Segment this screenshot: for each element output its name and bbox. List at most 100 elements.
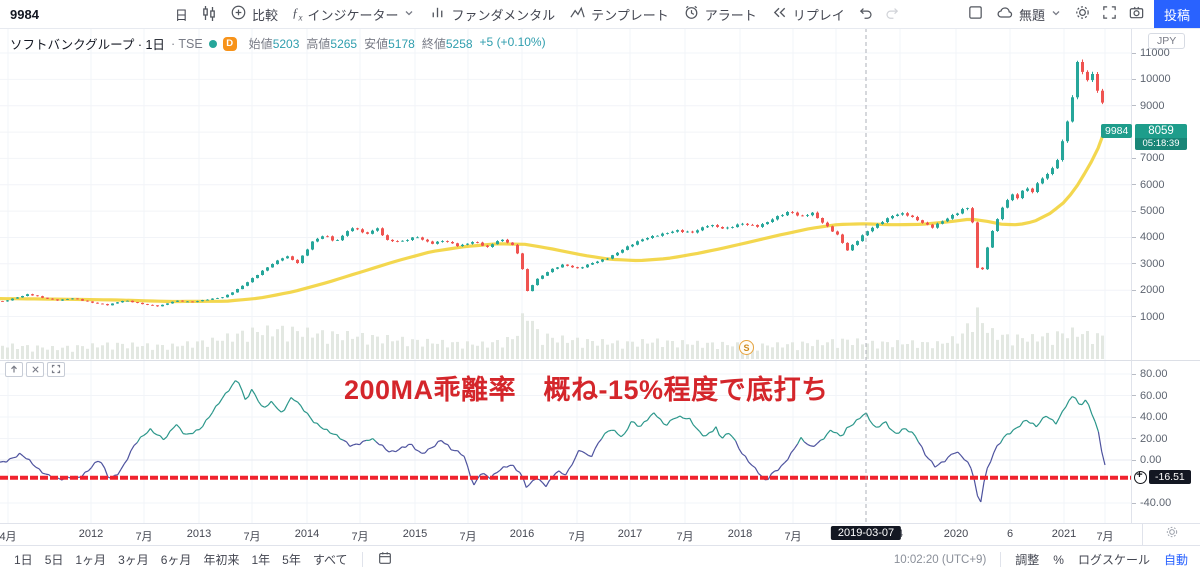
fullscreen-icon	[1101, 4, 1118, 24]
cloud-save-button[interactable]: 無題	[989, 1, 1069, 27]
currency-badge[interactable]: JPY	[1148, 33, 1186, 49]
time-tick-label: 7月	[459, 531, 477, 543]
last-price-value: 8059	[1148, 125, 1174, 137]
axis-tick-label: 3000	[1132, 258, 1164, 270]
adjust-toggle[interactable]: 調整	[1015, 553, 1040, 567]
pane-divider[interactable]	[0, 360, 1200, 361]
axis-tick-label: 7000	[1132, 152, 1164, 164]
time-axis-settings[interactable]	[1142, 524, 1200, 545]
range-buttons: 1日 5日 1ヶ月 3ヶ月 6ヶ月 年初来 1年 5年 すべて	[0, 549, 354, 571]
compare-button[interactable]: 比較	[223, 1, 285, 27]
interval-label: 日	[174, 7, 188, 23]
open-label: 始値	[248, 37, 273, 51]
close-value: 5258	[445, 37, 473, 51]
log-scale-toggle[interactable]: ログスケール	[1077, 553, 1150, 567]
fundamentals-button[interactable]: ファンダメンタル	[422, 1, 562, 27]
range-button[interactable]: 5年	[282, 553, 301, 567]
legend-exchange: · TSE	[170, 36, 203, 51]
time-tick-label: 2016	[509, 528, 535, 540]
range-button[interactable]: 1日	[14, 553, 33, 567]
series-symbol-badge: 9984	[1101, 124, 1133, 138]
range-button[interactable]: 3ヶ月	[118, 553, 149, 567]
alerts-button[interactable]: アラート	[676, 1, 764, 27]
chart-canvas[interactable]	[0, 28, 1131, 523]
close-label: 終値	[421, 37, 446, 51]
time-tick-label: 6	[1006, 528, 1014, 540]
screenshot-button[interactable]	[1123, 1, 1150, 27]
axis-tick-label: 11000	[1132, 47, 1170, 59]
range-button[interactable]: 6ヶ月	[160, 553, 192, 567]
indicators-label: インジケーター	[307, 7, 399, 23]
alerts-label: アラート	[704, 7, 757, 23]
indicators-button[interactable]: ƒx インジケーター	[285, 1, 423, 27]
split-marker[interactable]: S	[739, 340, 754, 355]
publish-button[interactable]: 投稿	[1154, 0, 1200, 28]
axis-tick-label: 40.00	[1132, 411, 1168, 423]
time-tick-label: 7月	[1096, 531, 1114, 543]
high-label: 高値	[306, 37, 331, 51]
time-tick-label: 7月	[135, 531, 153, 543]
change-value: +5 (+0.10%)	[479, 35, 546, 49]
range-button[interactable]: 5日	[44, 553, 64, 567]
undo-button[interactable]	[852, 1, 879, 27]
time-tick-label: 2020	[943, 528, 969, 540]
time-axis[interactable]: 4月 2012 7月 2013 7月 2014 7月 2015 7月 2016 7月 2017 7月 20…	[0, 523, 1200, 545]
percent-toggle[interactable]: %	[1053, 552, 1064, 567]
hline-drag-handle[interactable]	[1134, 469, 1147, 484]
candles	[1, 59, 1104, 307]
interval-button[interactable]: 日	[168, 1, 195, 27]
plus-circle-icon	[230, 4, 247, 24]
replay-label: リプレイ	[792, 7, 845, 23]
layout-select-button[interactable]	[962, 1, 989, 27]
volume-bars	[1, 307, 1104, 359]
undo-icon	[857, 4, 874, 24]
pane-close-button[interactable]	[26, 362, 44, 377]
go-to-date-button[interactable]	[371, 549, 399, 571]
templates-label: テンプレート	[591, 7, 669, 23]
time-tick-label: 7月	[676, 531, 694, 543]
price-axis[interactable]: JPY 8059 05:18:39 -16.51 11000 10000 9000 7…	[1131, 28, 1200, 523]
pane-maximize-button[interactable]	[47, 362, 65, 377]
time-tick-label: 2017	[617, 528, 643, 540]
time-tick-label: 7月	[568, 531, 586, 543]
chart-style-button[interactable]	[195, 1, 223, 27]
low-label: 安値	[364, 37, 389, 51]
settings-button[interactable]	[1069, 1, 1096, 27]
time-tick-label: 2013	[186, 528, 212, 540]
chart-legend[interactable]: ソフトバンクグループ · 1日 · TSE D 始値5203 高値5265 安値…	[10, 34, 546, 53]
replay-button[interactable]: リプレイ	[764, 1, 852, 27]
pane-move-up-button[interactable]	[5, 362, 23, 377]
replay-icon	[771, 4, 788, 24]
axis-tick-label: 1000	[1132, 311, 1164, 323]
time-tick-label: 7月	[351, 531, 369, 543]
top-toolbar: 9984 日 比較 ƒx インジケーター ファンダメンタル	[0, 0, 1200, 29]
range-button[interactable]: すべて	[312, 553, 348, 567]
time-tick-label: 2018	[727, 528, 753, 540]
chevron-down-icon	[403, 7, 415, 22]
hline-value-badge: -16.51	[1149, 470, 1191, 484]
layout-name-label: 無題	[1018, 7, 1045, 23]
gear-icon	[1165, 525, 1179, 544]
chevron-down-icon	[1050, 7, 1062, 22]
market-status-icon	[208, 39, 217, 48]
fullscreen-button[interactable]	[1096, 1, 1123, 27]
gear-icon	[1074, 4, 1091, 24]
axis-tick-label: 0.00	[1132, 454, 1161, 466]
clock-utc[interactable]: 10:02:20 (UTC+9)	[893, 553, 987, 566]
cloud-icon	[996, 4, 1014, 25]
legend-title: ソフトバンクグループ · 1日	[10, 38, 165, 52]
symbol-button[interactable]: 9984	[10, 6, 39, 22]
redo-button[interactable]	[879, 1, 906, 27]
mountain-chart-icon	[569, 4, 586, 24]
auto-scale-toggle[interactable]: 自動	[1163, 553, 1188, 567]
axis-tick-label: 4000	[1132, 231, 1164, 243]
range-button[interactable]: 年初来	[203, 553, 240, 567]
range-button[interactable]: 1ヶ月	[75, 553, 107, 567]
templates-button[interactable]: テンプレート	[562, 1, 676, 27]
axis-tick-label: 60.00	[1132, 390, 1168, 402]
delayed-data-badge: D	[222, 36, 237, 51]
axis-tick-label: 2000	[1132, 284, 1164, 296]
range-button[interactable]: 1年	[251, 553, 271, 567]
camera-icon	[1128, 4, 1145, 24]
compare-label: 比較	[251, 7, 278, 23]
